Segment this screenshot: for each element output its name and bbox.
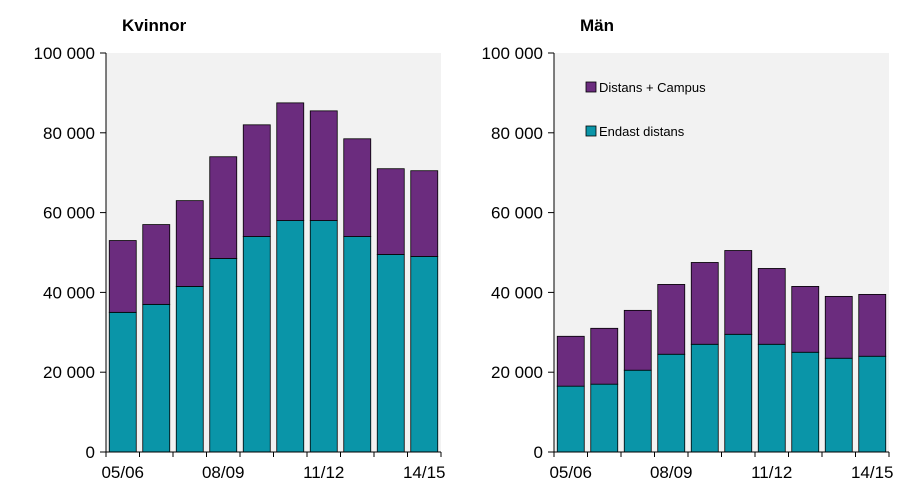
chart-2-x-tick-label: 05/06 [549,463,592,482]
chart-1-title: Kvinnor [122,16,187,35]
chart-1-x-tick-label: 08/09 [202,463,245,482]
chart-1-y-tick-label: 20 000 [43,363,95,382]
chart-1-y-tick-label: 60 000 [43,204,95,223]
chart-2-y-tick-label: 60 000 [491,204,543,223]
chart-2-bar-endast-distans-07-08 [623,369,652,453]
chart-1-y-tick-label: 100 000 [34,44,95,63]
chart-1-bar-distans-campus-06-07 [142,224,171,305]
chart-2-bar-distans-campus-14-15 [858,293,887,357]
chart-1-bar-distans-campus-10-11 [276,102,305,221]
chart-2-bar-distans-campus-11-12 [757,268,786,345]
chart-1-bar-endast-distans-08-09 [209,258,238,453]
chart-2-y-tick-label: 40 000 [491,283,543,302]
chart-1-bar-distans-campus-09-10 [242,124,271,237]
chart-1-x-tick-label: 05/06 [101,463,144,482]
chart-2-bar-endast-distans-09-10 [690,343,719,453]
chart-1-bar-endast-distans-05-06 [108,311,137,453]
chart-1-bar-endast-distans-11-12 [309,220,338,453]
chart-2-bar-distans-campus-13-14 [824,295,853,359]
chart-1-x-tick-label: 11/12 [303,463,344,482]
legend-label-distans-campus: Distans + Campus [599,80,706,95]
chart-2-bar-endast-distans-12-13 [791,351,820,453]
chart-2-bar-distans-campus-12-13 [791,286,820,353]
chart-1-bar-endast-distans-10-11 [276,220,305,453]
chart-2-bar-endast-distans-14-15 [858,355,887,453]
chart-2-bar-distans-campus-08-09 [657,284,686,355]
chart-2-title: Män [580,16,614,35]
chart-2-y-tick-label: 20 000 [491,363,543,382]
chart-1-bar-distans-campus-11-12 [309,110,338,221]
chart-1-bar-endast-distans-07-08 [175,286,204,453]
chart-2-bar-distans-campus-10-11 [724,250,753,335]
chart-2-x-tick-label: 14/15 [851,463,894,482]
chart-2-bar-endast-distans-13-14 [824,357,853,453]
legend-label-endast-distans: Endast distans [599,124,685,139]
chart-1-bar-distans-campus-12-13 [343,138,372,237]
chart-1-x-tick-label: 14/15 [403,463,446,482]
chart-1-y-tick-label: 80 000 [43,124,95,143]
chart-2-bar-distans-campus-05-06 [556,335,585,387]
chart-1-bar-distans-campus-14-15 [410,170,439,257]
chart-2-bar-endast-distans-11-12 [757,343,786,453]
chart-1-bar-distans-campus-05-06 [108,240,137,313]
chart-2-bar-distans-campus-07-08 [623,309,652,371]
chart-1-y-tick-label: 40 000 [43,283,95,302]
chart-1-bar-distans-campus-08-09 [209,156,238,259]
chart-1-bar-endast-distans-06-07 [142,303,171,453]
chart-1-bar-endast-distans-12-13 [343,236,372,453]
chart-2-y-tick-label: 0 [534,443,543,462]
chart-2-bar-endast-distans-05-06 [556,385,585,453]
chart-2-bar-endast-distans-10-11 [724,333,753,453]
chart-2-x-tick-label: 11/12 [751,463,792,482]
chart-1-bar-distans-campus-07-08 [175,200,204,287]
chart-1-bar-endast-distans-14-15 [410,256,439,453]
legend-swatch-distans-campus [585,81,597,93]
chart-2-bar-endast-distans-06-07 [590,383,619,453]
chart-1-y-tick-label: 0 [86,443,95,462]
chart-1-bar-distans-campus-13-14 [376,168,405,255]
chart-1-bar-endast-distans-13-14 [376,254,405,453]
chart-2-bar-endast-distans-08-09 [657,353,686,453]
chart-2-bar-distans-campus-09-10 [690,262,719,345]
chart-1-bar-endast-distans-09-10 [242,236,271,453]
chart-2-y-tick-label: 100 000 [482,44,543,63]
legend-swatch-endast-distans [585,125,597,137]
chart-2-bar-distans-campus-06-07 [590,327,619,385]
chart-2-y-tick-label: 80 000 [491,124,543,143]
chart-2-x-tick-label: 08/09 [650,463,693,482]
